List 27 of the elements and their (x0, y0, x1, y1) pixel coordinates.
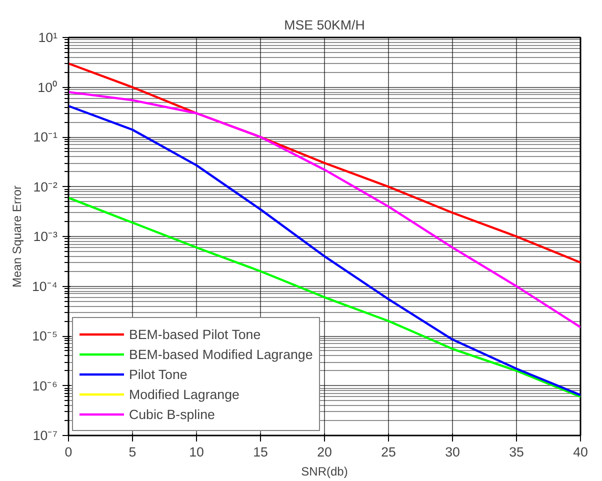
y-tick-label: 10⁻¹ (33, 130, 58, 144)
legend-label: BEM-based Pilot Tone (129, 326, 261, 342)
x-axis-title: SNR(db) (301, 464, 348, 478)
x-tick-label: 15 (253, 444, 268, 460)
y-tick-label: 10⁰ (38, 80, 58, 95)
x-tick-label: 20 (317, 444, 332, 460)
y-tick-label: 10⁻⁴ (32, 278, 58, 294)
y-tick-label: 10⁻³ (33, 229, 58, 244)
x-tick-label: 10 (189, 444, 204, 460)
legend-label: Pilot Tone (129, 366, 188, 382)
y-tick-label: 10⁻⁵ (32, 328, 58, 344)
y-tick-label: 10¹ (38, 30, 58, 45)
chart-title: MSE 50KM/H (284, 18, 365, 32)
x-tick-label: 5 (128, 444, 136, 460)
x-tick-label: 25 (381, 444, 396, 460)
x-tick-label: 30 (445, 444, 460, 460)
legend-label: Cubic B-spline (129, 406, 215, 422)
x-tick-label: 35 (509, 444, 524, 460)
x-tick-label: 0 (64, 444, 72, 460)
y-tick-label: 10⁻⁷ (32, 428, 58, 443)
y-axis-title: Mean Square Error (10, 185, 24, 288)
legend-label: Modified Lagrange (129, 386, 240, 402)
x-tick-label: 40 (573, 444, 588, 460)
y-tick-label: 10⁻⁶ (32, 378, 58, 394)
legend-label: BEM-based Modified Lagrange (129, 346, 313, 362)
y-tick-label: 10⁻² (33, 179, 58, 194)
line-series (68, 90, 580, 328)
